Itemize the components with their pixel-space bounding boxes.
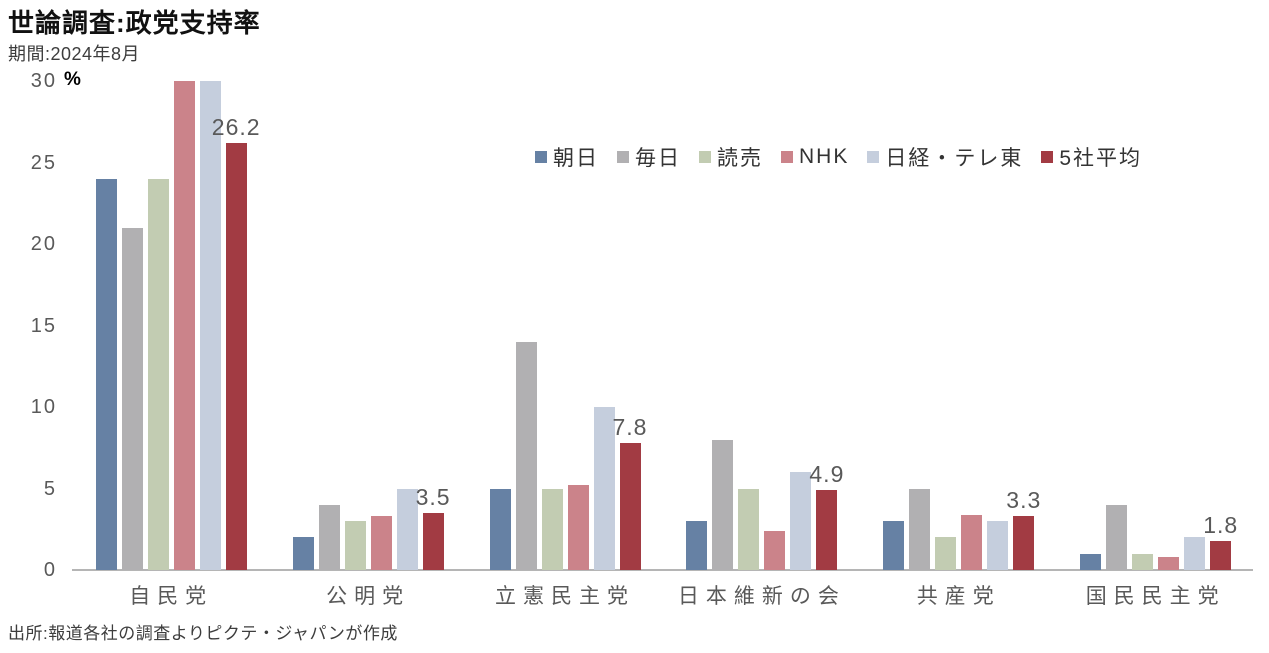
bar (816, 490, 838, 570)
bar (422, 512, 444, 570)
bar (370, 516, 392, 570)
bar (95, 178, 117, 570)
legend-swatch-icon (1041, 151, 1054, 163)
bar (712, 439, 734, 570)
bar (567, 485, 589, 570)
category-label: 立憲民主党 (495, 585, 635, 608)
bar (121, 227, 143, 570)
average-data-label: 3.3 (1006, 487, 1042, 514)
legend-item: 朝日 (535, 142, 599, 172)
bar (619, 442, 641, 570)
x-axis-line (72, 569, 1253, 571)
y-axis-tick-label: 5 (43, 477, 57, 500)
y-axis-tick-label: 0 (43, 559, 57, 581)
average-data-label: 4.9 (809, 461, 845, 488)
category-label: 共産党 (916, 585, 1001, 608)
bar (515, 341, 537, 570)
legend-swatch-icon (867, 151, 880, 163)
average-data-label: 26.2 (211, 113, 261, 140)
legend-swatch-icon (781, 151, 793, 163)
bar (1158, 556, 1180, 570)
chart-title: 世論調査:政党支持率 (8, 8, 261, 38)
source-note: 出所:報道各社の調査よりピクテ・ジャパンが作成 (8, 624, 398, 643)
category-label: 日本維新の会 (677, 585, 846, 608)
bar (686, 521, 708, 570)
bar (883, 521, 905, 570)
legend-label: 5社平均 (1059, 147, 1143, 170)
legend-swatch-icon (699, 151, 711, 163)
bar (225, 142, 247, 570)
bar (1210, 540, 1232, 570)
bar (173, 81, 195, 570)
y-axis-tick-label: 30 (30, 70, 57, 92)
bar (935, 537, 957, 570)
average-data-label: 1.8 (1203, 511, 1239, 538)
bar (147, 178, 169, 570)
bar (489, 488, 511, 570)
legend-label: 日経・テレ東 (885, 147, 1024, 170)
bar (1132, 553, 1154, 570)
category-label: 国民民主党 (1085, 585, 1226, 608)
legend-label: 朝日 (553, 147, 599, 170)
bar (738, 488, 760, 570)
legend-label: 読売 (717, 147, 763, 170)
y-axis-tick-label: 10 (30, 396, 57, 418)
y-axis-unit-label: % (64, 69, 81, 90)
y-axis-tick-label: 15 (30, 314, 57, 337)
legend-item: 5社平均 (1041, 142, 1142, 172)
bar (199, 81, 221, 570)
bar (1080, 553, 1102, 570)
legend-item: 日経・テレ東 (867, 142, 1023, 172)
legend-item: 毎日 (617, 142, 681, 172)
bar (987, 521, 1009, 570)
average-data-label: 7.8 (612, 413, 648, 440)
bar (318, 504, 340, 570)
average-data-label: 3.5 (415, 483, 451, 510)
bar (961, 514, 983, 570)
bar (1184, 537, 1206, 570)
bar (790, 472, 812, 570)
bar (909, 488, 931, 570)
bar (1013, 516, 1035, 570)
bar (593, 407, 615, 570)
bar (344, 521, 366, 570)
category-label: 自民党 (129, 585, 214, 608)
legend-swatch-icon (535, 151, 547, 163)
legend-label: NHK (799, 145, 850, 168)
chart-subtitle: 期間:2024年8月 (8, 44, 141, 64)
legend: 朝日 毎日 読売 NHK 日経・テレ東 5社平均 (535, 142, 1142, 172)
y-axis-tick-label: 20 (30, 233, 57, 255)
legend-label: 毎日 (635, 147, 681, 170)
bar (1106, 504, 1128, 570)
bar (541, 488, 563, 570)
category-label: 公明党 (326, 585, 411, 608)
legend-item: NHK (781, 145, 849, 169)
y-axis-tick-label: 25 (30, 151, 57, 174)
legend-item: 読売 (699, 142, 763, 172)
bar (292, 537, 314, 570)
bar (396, 488, 418, 570)
bar (764, 530, 786, 570)
legend-swatch-icon (617, 151, 629, 163)
